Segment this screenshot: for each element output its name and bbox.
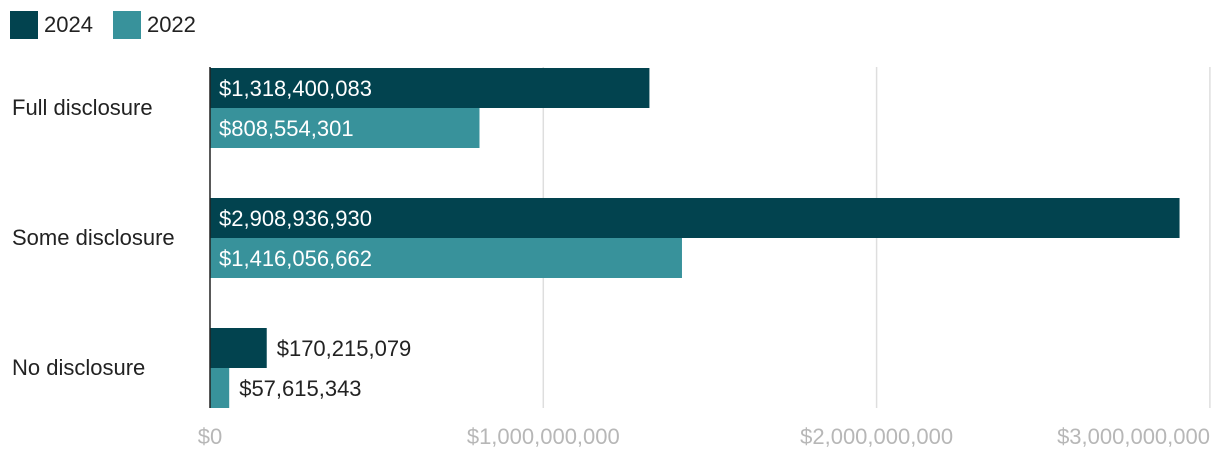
legend-label-2024: 2024	[44, 12, 93, 37]
x-tick-label: $3,000,000,000	[1057, 424, 1210, 449]
bar	[210, 198, 1180, 238]
category-label: Full disclosure	[12, 95, 153, 120]
bar	[210, 328, 267, 368]
bar	[210, 68, 650, 108]
data-label: $57,615,343	[239, 376, 361, 401]
data-label: $2,908,936,930	[219, 206, 372, 231]
category-label: Some disclosure	[12, 225, 175, 250]
legend-label-2022: 2022	[146, 12, 196, 37]
data-label: $808,554,301	[219, 116, 354, 141]
category-label: No disclosure	[12, 355, 145, 380]
legend: 2024 2022	[10, 11, 216, 39]
bar	[210, 238, 682, 278]
legend-item-2024: 2024	[10, 11, 93, 39]
x-tick-label: $0	[198, 424, 222, 449]
legend-swatch-2024	[10, 11, 38, 39]
data-label: $170,215,079	[277, 336, 412, 361]
legend-swatch-2022	[112, 11, 141, 39]
x-tick-label: $2,000,000,000	[800, 424, 953, 449]
bar	[210, 368, 230, 408]
x-tick-label: $1,000,000,000	[467, 424, 620, 449]
bar	[210, 108, 480, 148]
data-label: $1,416,056,662	[219, 246, 372, 271]
legend-item-2022: 2022	[112, 11, 196, 39]
data-label: $1,318,400,083	[219, 76, 372, 101]
